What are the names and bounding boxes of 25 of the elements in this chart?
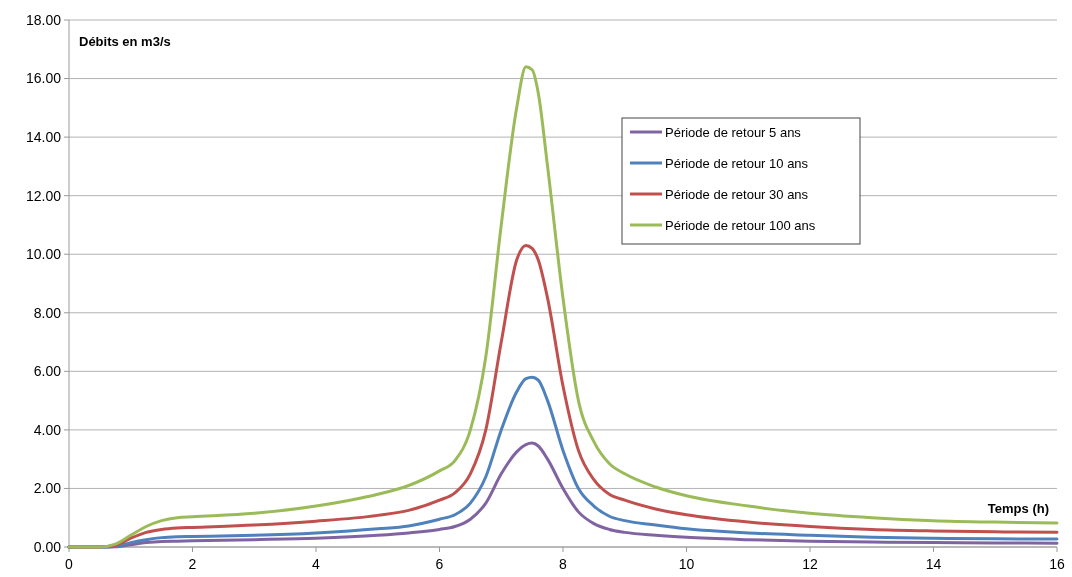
y-tick-label: 0.00: [33, 538, 62, 555]
x-tick-label: 4: [312, 556, 321, 572]
y-tick-label: 16.00: [25, 70, 62, 87]
y-axis-title: Débits en m3/s: [79, 34, 171, 49]
x-tick-label: 10: [678, 556, 695, 572]
legend-label: Période de retour 100 ans: [665, 217, 816, 233]
y-tick-label: 10.00: [25, 246, 62, 263]
legend-label: Période de retour 10 ans: [665, 155, 809, 171]
y-tick-label: 2.00: [33, 480, 62, 497]
legend-label: Période de retour 5 ans: [665, 124, 802, 140]
x-tick-label: 6: [435, 556, 444, 572]
x-tick-label: 12: [802, 556, 818, 572]
y-tick-label: 6.00: [33, 363, 62, 380]
y-tick-label: 8.00: [33, 304, 62, 321]
x-tick-label: 8: [559, 556, 568, 572]
y-tick-label: 18.00: [25, 11, 62, 28]
x-tick-label: 14: [925, 556, 942, 572]
x-tick-label: 2: [188, 556, 197, 572]
y-tick-label: 12.00: [25, 187, 62, 204]
y-tick-label: 4.00: [33, 421, 62, 438]
legend-label: Période de retour 30 ans: [665, 186, 809, 202]
x-axis-title: Temps (h): [987, 501, 1049, 516]
y-tick-label: 14.00: [25, 129, 62, 146]
x-tick-label: 0: [65, 556, 74, 572]
x-tick-label: 16: [1049, 556, 1065, 572]
